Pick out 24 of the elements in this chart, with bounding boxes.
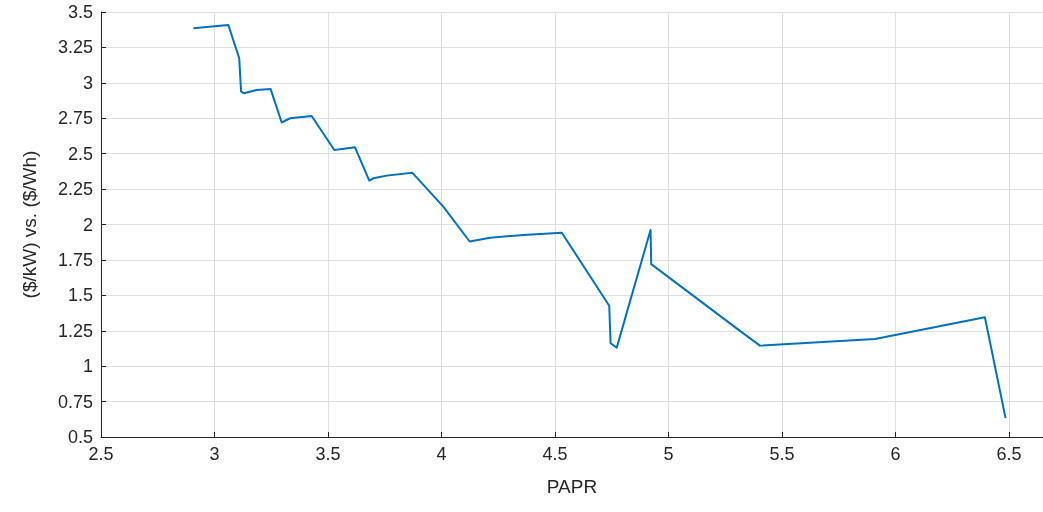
y-tick-label: 3.25: [57, 37, 93, 58]
line-series: [192, 24, 1007, 420]
x-tick-label: 6: [890, 444, 901, 464]
y-tick-label: 3: [82, 72, 93, 93]
y-tick-label: 0.5: [67, 427, 93, 447]
y-tick-label: 1.75: [57, 249, 93, 270]
x-tick-label: 6.5: [996, 444, 1022, 464]
x-tick-label: 4.5: [542, 444, 568, 464]
x-axis-title: PAPR: [546, 476, 598, 497]
y-axis-title: ($/kW) vs. ($/Wh): [19, 150, 40, 299]
x-tick-label: 5.5: [769, 444, 795, 464]
y-tick-label: 0.75: [57, 391, 93, 412]
y-tick-label: 2: [82, 214, 93, 235]
x-tick-label: 3: [209, 444, 220, 464]
x-tick-label: 4: [436, 444, 447, 464]
y-tick-label: 2.5: [67, 143, 93, 164]
x-tick-label: 3.5: [315, 444, 341, 464]
y-tick-label: 2.25: [57, 179, 93, 200]
x-tick-label: 5: [663, 444, 674, 464]
y-tick-label: 3.5: [67, 2, 93, 22]
y-tick-label: 1.25: [57, 320, 93, 341]
y-tick-label: 2.75: [57, 108, 93, 129]
y-tick-label: 1: [82, 356, 93, 377]
y-tick-label: 1.5: [67, 285, 93, 306]
